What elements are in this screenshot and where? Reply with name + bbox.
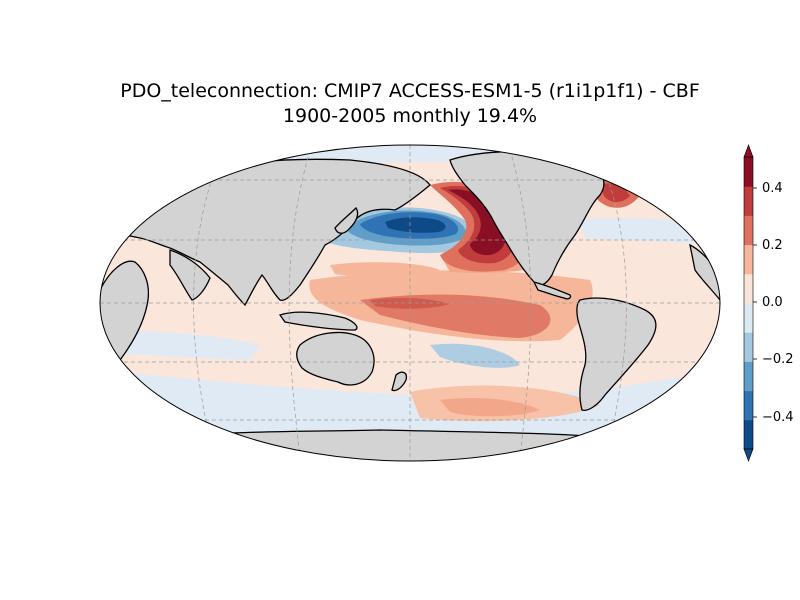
- anomaly-tropical-positive-core: [370, 297, 450, 309]
- colorbar-tick-label: 0.2: [762, 238, 783, 253]
- land-greenland: [597, 148, 641, 184]
- colorbar-tick-label: 0.0: [762, 295, 783, 310]
- colorbar-segment: [744, 361, 753, 392]
- colorbar-tick-label: 0.4: [762, 181, 783, 196]
- colorbar-segment: [744, 332, 753, 362]
- land-central-america: [532, 280, 572, 300]
- colorbar-tick-label: −0.4: [762, 410, 794, 425]
- land-south-america: [576, 297, 657, 411]
- colorbar-segment: [744, 303, 753, 333]
- colorbar-segment: [744, 390, 753, 421]
- colorbar-segment: [744, 419, 753, 450]
- map-title: PDO_teleconnection: CMIP7 ACCESS-ESM1-5 …: [120, 80, 700, 102]
- land-europe-east-edge: [689, 243, 720, 302]
- map-subtitle: 1900-2005 monthly 19.4%: [282, 105, 538, 127]
- colorbar-extend-max: [743, 144, 754, 158]
- colorbar-segment: [744, 186, 753, 216]
- land-australia: [296, 331, 375, 386]
- land-india: [169, 249, 211, 301]
- colorbar: [743, 144, 757, 462]
- gridlines: [100, 145, 720, 461]
- colorbar-segment: [744, 244, 753, 275]
- land-japan: [334, 206, 359, 234]
- anomaly-mid-pacific-positive: [330, 262, 440, 277]
- anomaly-npacific-negative-core: [385, 217, 446, 233]
- land-new-zealand: [391, 371, 408, 392]
- anomaly-southern-positive-2: [440, 398, 540, 417]
- colorbar-segment: [744, 273, 753, 304]
- colorbar-segment: [744, 215, 753, 246]
- globe-outline: [99, 144, 721, 462]
- colorbar-extend-min: [743, 448, 754, 462]
- land-antarctica: [149, 429, 701, 461]
- colorbar-segment: [744, 157, 753, 187]
- anomaly-indian-negative: [100, 330, 260, 360]
- land-eurasia: [119, 158, 431, 307]
- colorbar-frame: [743, 156, 754, 450]
- colorbar-tick-label: −0.2: [762, 352, 794, 367]
- land-indonesia: [278, 311, 358, 331]
